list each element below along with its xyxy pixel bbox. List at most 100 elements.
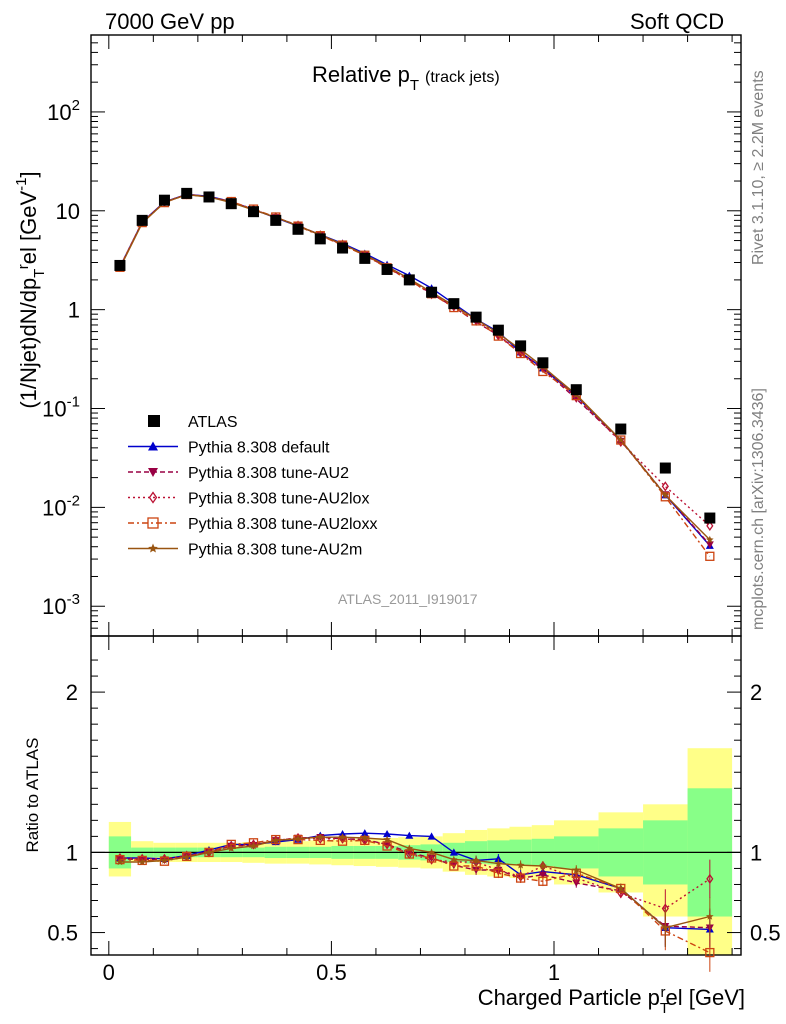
ratio-point [538, 876, 548, 886]
main-y-tick-label: 10 [56, 199, 80, 224]
main-y-tick-label: 1 [68, 298, 80, 323]
ratio-y-tick-label-right: 1 [750, 840, 762, 865]
atlas-point [114, 259, 126, 271]
ratio-point [383, 835, 391, 843]
ratio-point [705, 947, 715, 958]
legend-marker [147, 517, 159, 529]
mc-line [119, 193, 711, 541]
ratio-point [383, 829, 392, 838]
atlas-point [403, 274, 415, 286]
ratio-point [538, 871, 547, 879]
main-y-axis-label: (1/Njet)dN/dpTrel [GeV-1] [13, 171, 48, 408]
ratio-point [617, 884, 625, 892]
x-tick-label: 0 [103, 960, 115, 985]
ratio-point [316, 833, 325, 841]
atlas-point [515, 340, 527, 352]
atlas-point [225, 198, 237, 210]
ratio-point [183, 850, 191, 861]
ratio-point [572, 879, 581, 887]
ratio-y-tick-label-left: 2 [66, 680, 78, 705]
x-axis-label: Charged Particle pTrel [GeV] [478, 984, 745, 1017]
ratio-point [661, 923, 670, 931]
ratio-point [249, 842, 258, 850]
ratio-point [138, 858, 146, 866]
main-y-tick-label: 10-1 [42, 394, 80, 422]
mc-point [661, 491, 670, 499]
ratio-point [494, 859, 503, 867]
x-tick-label: 1 [548, 960, 560, 985]
atlas-point [270, 214, 282, 226]
ratio-point [294, 834, 302, 842]
ratio-point [382, 841, 392, 851]
mc-point [705, 551, 715, 561]
atlas-point [615, 423, 627, 435]
ratio-point [449, 848, 458, 856]
ratio-point [706, 873, 714, 884]
mc-point [706, 520, 714, 532]
atlas-point [381, 263, 393, 275]
legend-marker [148, 468, 158, 477]
ratio-point [294, 832, 302, 844]
mc-point [661, 481, 669, 492]
ratio-point [427, 832, 436, 840]
header-left-label: 7000 GeV pp [105, 9, 235, 34]
ratio-point [227, 844, 235, 852]
header-right-label: Soft QCD [630, 9, 725, 34]
ratio-y-tick-label-left: 0.5 [47, 921, 78, 946]
ratio-point [361, 834, 369, 842]
atlas-point [426, 286, 438, 298]
ratio-point [539, 862, 547, 870]
ratio-point [515, 873, 526, 883]
ratio-point [160, 856, 169, 864]
ratio-point [405, 844, 414, 852]
mc-point [706, 535, 714, 543]
legend-label: Pythia 8.308 tune-AU2lox [188, 491, 369, 508]
legend-marker-atlas [148, 415, 160, 427]
ratio-y-axis-label: Ratio to ATLAS [23, 738, 42, 853]
atlas-point [314, 233, 326, 245]
ratio-point [449, 861, 459, 871]
ratio-point [360, 829, 369, 837]
ratio-y-tick-label-left: 1 [66, 840, 78, 865]
atlas-point [248, 206, 259, 218]
ratio-line [119, 836, 710, 929]
ratio-point [706, 912, 714, 920]
atlas-point [704, 512, 716, 524]
mc-point [617, 436, 625, 447]
ratio-point [338, 833, 347, 841]
x-tick-label: 0.5 [316, 960, 347, 985]
legend-label: Pythia 8.308 tune-AU2loxx [188, 516, 377, 533]
atlas-point [337, 242, 349, 254]
legend-marker [148, 543, 158, 553]
atlas-point [203, 191, 215, 203]
ratio-point [182, 853, 191, 861]
ratio-point [272, 836, 280, 844]
ratio-point [572, 866, 581, 874]
atlas-point [181, 187, 193, 199]
ratio-point [249, 839, 258, 850]
ratio-point [383, 839, 391, 850]
atlas-point [659, 462, 671, 474]
ratio-point [450, 855, 458, 863]
ratio-point [205, 848, 213, 856]
ratio-point [493, 868, 504, 878]
ratio-point [137, 855, 147, 866]
legend-label: Pythia 8.308 default [188, 440, 330, 457]
atlas-point [492, 324, 504, 336]
atlas-point [570, 384, 582, 396]
ratio-line [119, 836, 710, 929]
atlas-point [158, 194, 170, 206]
ratio-point [116, 858, 124, 866]
ratio-point [494, 854, 503, 863]
mc-point [705, 541, 714, 549]
analysis-tag: ATLAS_2011_I919017 [338, 591, 478, 607]
main-y-tick-label: 10-3 [42, 591, 80, 619]
legend-label: Pythia 8.308 tune-AU2m [188, 542, 362, 559]
atlas-point [359, 252, 371, 264]
ratio-y-tick-label-right: 0.5 [750, 921, 781, 946]
main-y-tick-label: 102 [47, 97, 80, 125]
legend-label: ATLAS [188, 414, 238, 431]
ratio-panel-frame [90, 635, 742, 956]
legend-marker [148, 441, 158, 451]
